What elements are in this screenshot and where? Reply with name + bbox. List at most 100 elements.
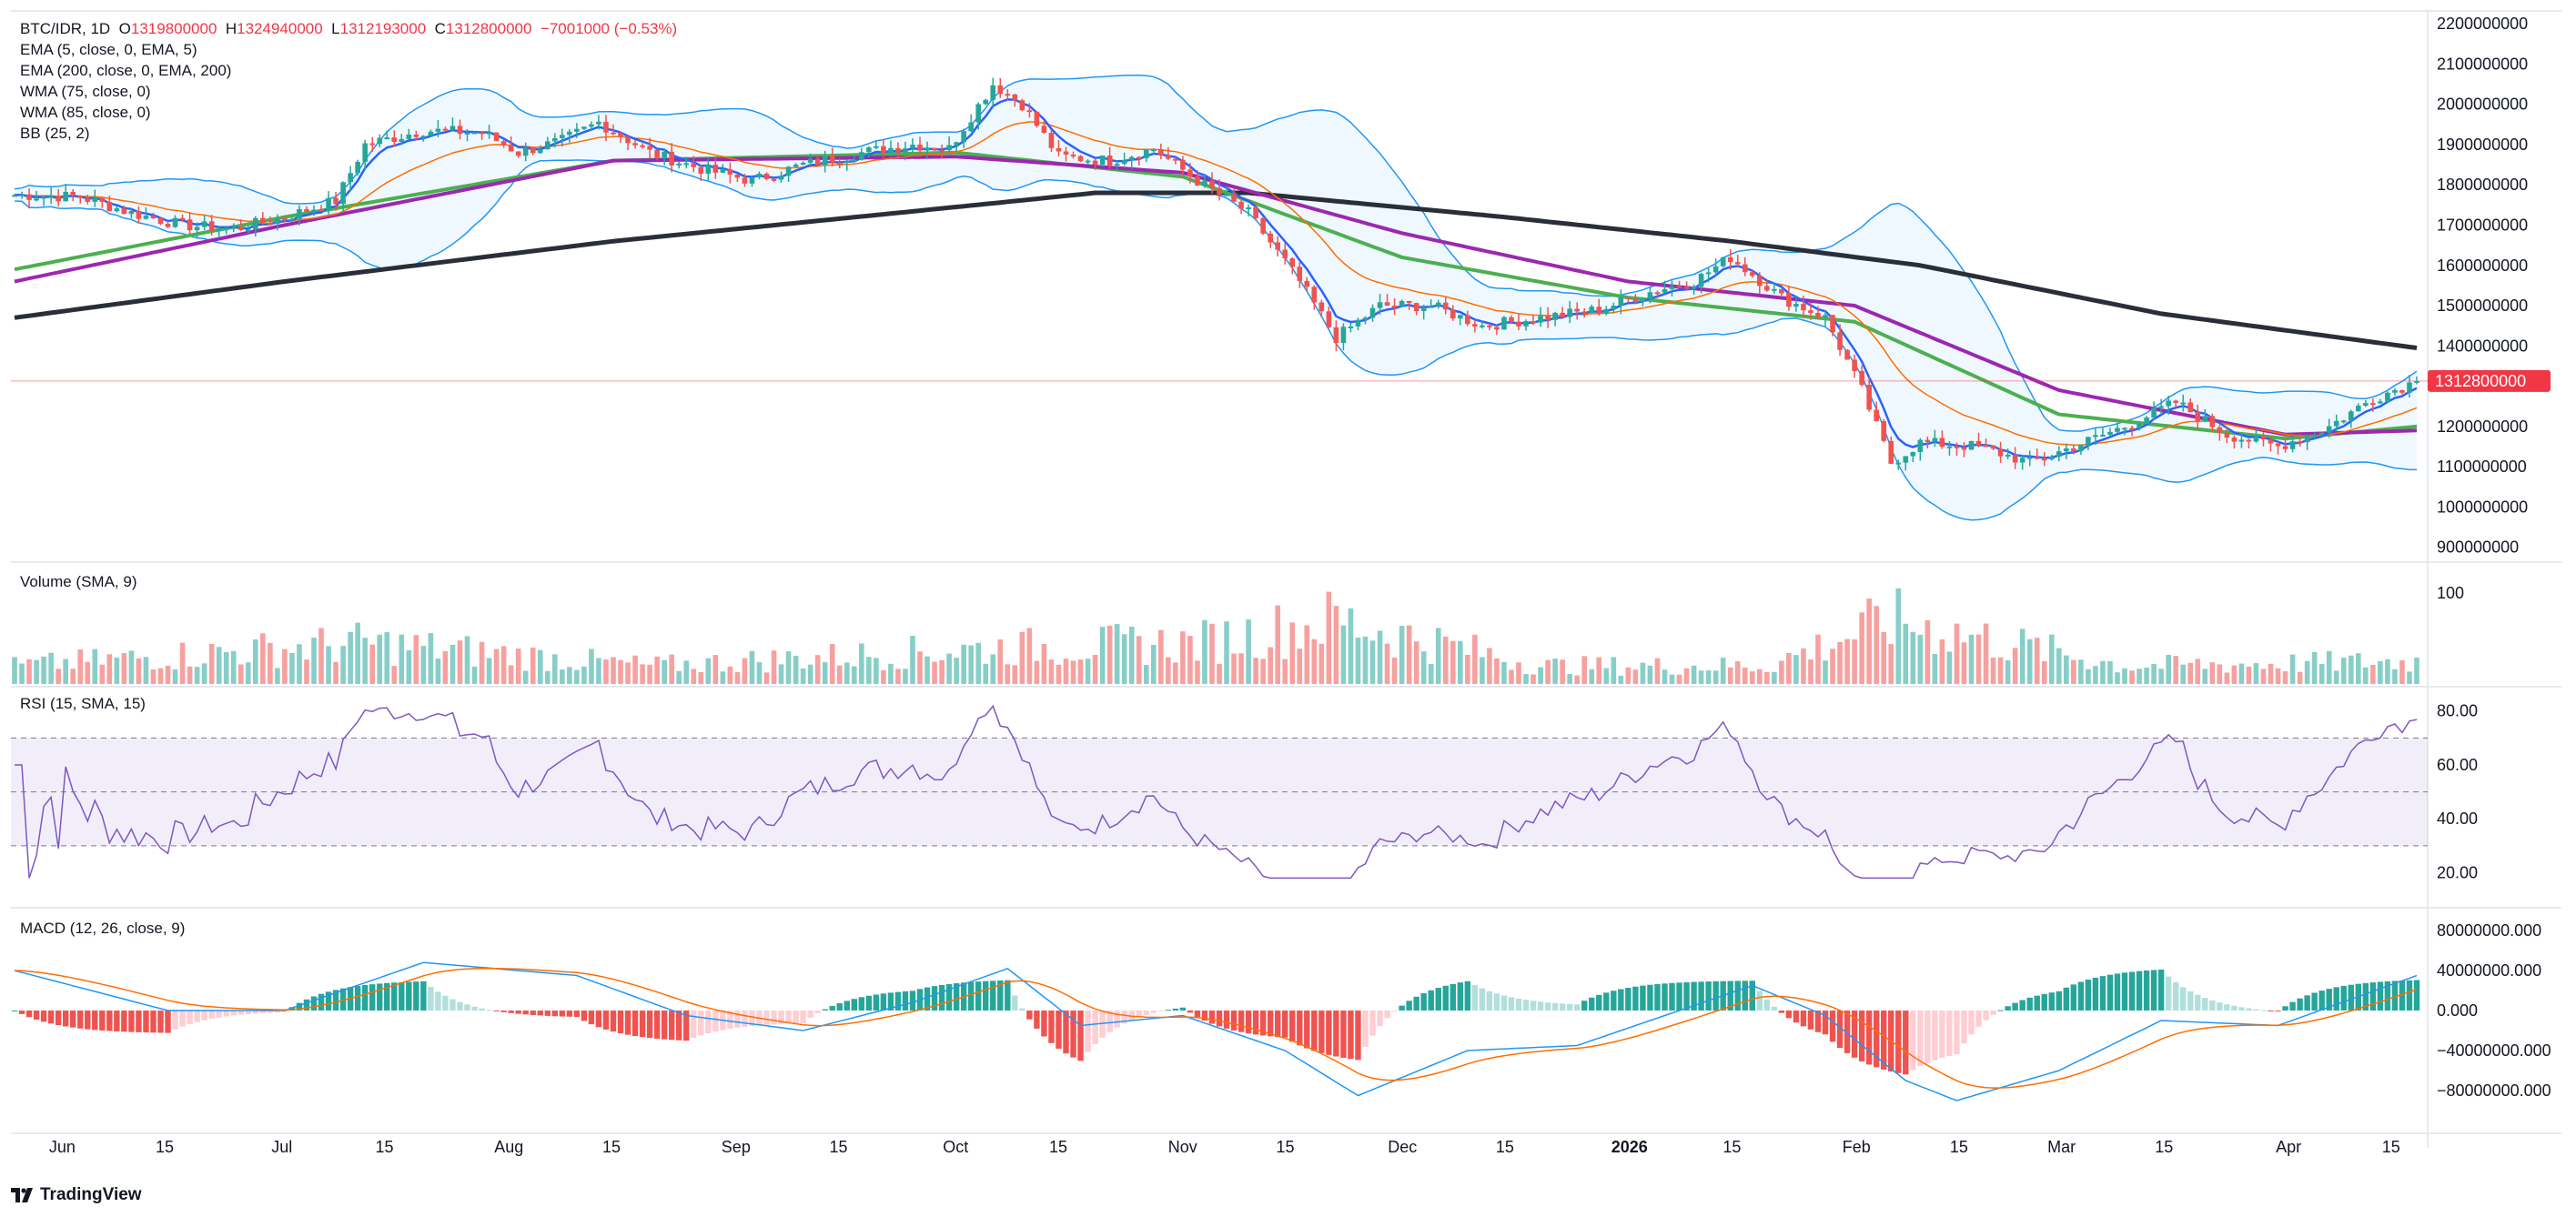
candle — [1326, 311, 1332, 327]
volume-bar — [822, 662, 828, 684]
macd-hist-bar — [894, 991, 902, 1011]
candle — [2078, 445, 2084, 452]
volume-bar — [1786, 653, 1792, 684]
rsi-pane-title[interactable]: RSI (15, SMA, 15) — [20, 695, 146, 712]
volume-bar — [567, 667, 572, 684]
macd-hist-bar — [179, 1011, 186, 1027]
rsi-axis-label: 40.00 — [2437, 810, 2478, 828]
candle — [1428, 306, 1434, 308]
candle — [1158, 149, 1164, 156]
macd-hist-bar — [807, 1011, 813, 1018]
macd-hist-bar — [1749, 981, 1755, 1011]
candle — [632, 143, 638, 146]
candle — [1362, 317, 1369, 320]
volume-bar — [377, 634, 383, 684]
candle — [574, 128, 580, 132]
macd-hist-bar — [1252, 1011, 1259, 1035]
macd-hist-bar — [945, 983, 953, 1011]
macd-hist-bar — [1640, 985, 1646, 1011]
candle — [1180, 159, 1186, 170]
volume-pane-title[interactable]: Volume (SMA, 9) — [20, 573, 137, 590]
candle — [2115, 427, 2120, 432]
candle — [2289, 441, 2296, 449]
candle — [2137, 424, 2142, 428]
volume-bar — [128, 650, 135, 684]
candle — [391, 137, 398, 142]
candle — [1859, 370, 1864, 386]
volume-bar — [2231, 665, 2238, 684]
candle — [1801, 304, 1806, 311]
volume-bar — [763, 672, 770, 684]
volume-bar — [2253, 663, 2259, 684]
macd-hist-bar — [1136, 1011, 1142, 1018]
macd-hist-bar — [1399, 1005, 1405, 1011]
volume-bar — [1815, 634, 1821, 684]
macd-hist-bar — [1676, 982, 1682, 1011]
volume-bar — [1632, 669, 1639, 684]
time-axis-label: Dec — [1388, 1138, 1417, 1156]
macd-hist-bar — [1683, 981, 1690, 1011]
volume-bar — [544, 670, 551, 684]
volume-bar — [114, 657, 120, 684]
macd-hist-bar — [2165, 976, 2172, 1011]
volume-bar — [961, 644, 966, 684]
indicator-wma85[interactable]: WMA (85, close, 0) — [20, 104, 151, 121]
macd-hist-bar — [361, 984, 369, 1011]
candle — [544, 141, 551, 150]
volume-bar — [1209, 623, 1215, 684]
macd-hist-bar — [442, 995, 449, 1011]
candle — [1260, 217, 1266, 234]
macd-pane-title[interactable]: MACD (12, 26, close, 9) — [20, 920, 186, 937]
candle — [2034, 457, 2040, 459]
candle — [1019, 100, 1025, 111]
macd-hist-bar — [551, 1011, 559, 1017]
candle — [2333, 420, 2339, 427]
indicator-wma75[interactable]: WMA (75, close, 0) — [20, 83, 151, 100]
candle — [85, 197, 91, 202]
candle — [1574, 308, 1581, 312]
candle — [2180, 402, 2187, 405]
indicator-ema5[interactable]: EMA (5, close, 0, EMA, 5) — [20, 41, 197, 58]
macd-hist-bar — [2041, 993, 2047, 1011]
volume-bar — [208, 643, 215, 684]
close-value: 1312800000 — [445, 20, 532, 37]
candle — [384, 137, 390, 140]
macd-hist-bar — [500, 1011, 507, 1012]
macd-hist-bar — [938, 984, 945, 1011]
candle — [114, 208, 120, 212]
candle — [1465, 315, 1470, 325]
candle — [2071, 448, 2076, 452]
volume-bar — [1224, 621, 1229, 684]
candle — [1530, 321, 1536, 324]
volume-bar — [1384, 643, 1390, 684]
macd-hist-bar — [1450, 983, 1456, 1011]
candle — [1545, 316, 1551, 320]
macd-hist-bar — [1056, 1011, 1062, 1049]
time-axis-label: Mar — [2047, 1138, 2076, 1156]
macd-hist-bar — [1245, 1011, 1252, 1034]
indicator-bb[interactable]: BB (25, 2) — [20, 125, 90, 142]
last-price-tag: 1312800000 — [2435, 372, 2526, 390]
macd-hist-bar — [763, 1011, 770, 1025]
volume-bar — [1420, 651, 1427, 684]
indicator-ema200[interactable]: EMA (200, close, 0, EMA, 200) — [20, 62, 232, 79]
macd-hist-bar — [1201, 1011, 1208, 1021]
tradingview-logo[interactable]: TradingView — [11, 1185, 142, 1205]
candle — [2086, 437, 2091, 446]
candle — [800, 162, 806, 165]
macd-hist-bar — [435, 991, 441, 1011]
volume-bar — [1450, 640, 1456, 684]
volume-bar — [1435, 628, 1441, 684]
macd-hist-bar — [1851, 1011, 1858, 1058]
volume-bar — [2122, 668, 2127, 684]
volume-bar — [172, 669, 178, 684]
candle — [1077, 156, 1084, 162]
macd-hist-bar — [653, 1011, 661, 1039]
macd-hist-bar — [1464, 981, 1471, 1011]
volume-bar — [1260, 659, 1266, 684]
candle — [785, 166, 792, 176]
volume-bar — [70, 669, 76, 684]
macd-hist-bar — [399, 981, 405, 1011]
macd-hist-bar — [2297, 998, 2303, 1011]
